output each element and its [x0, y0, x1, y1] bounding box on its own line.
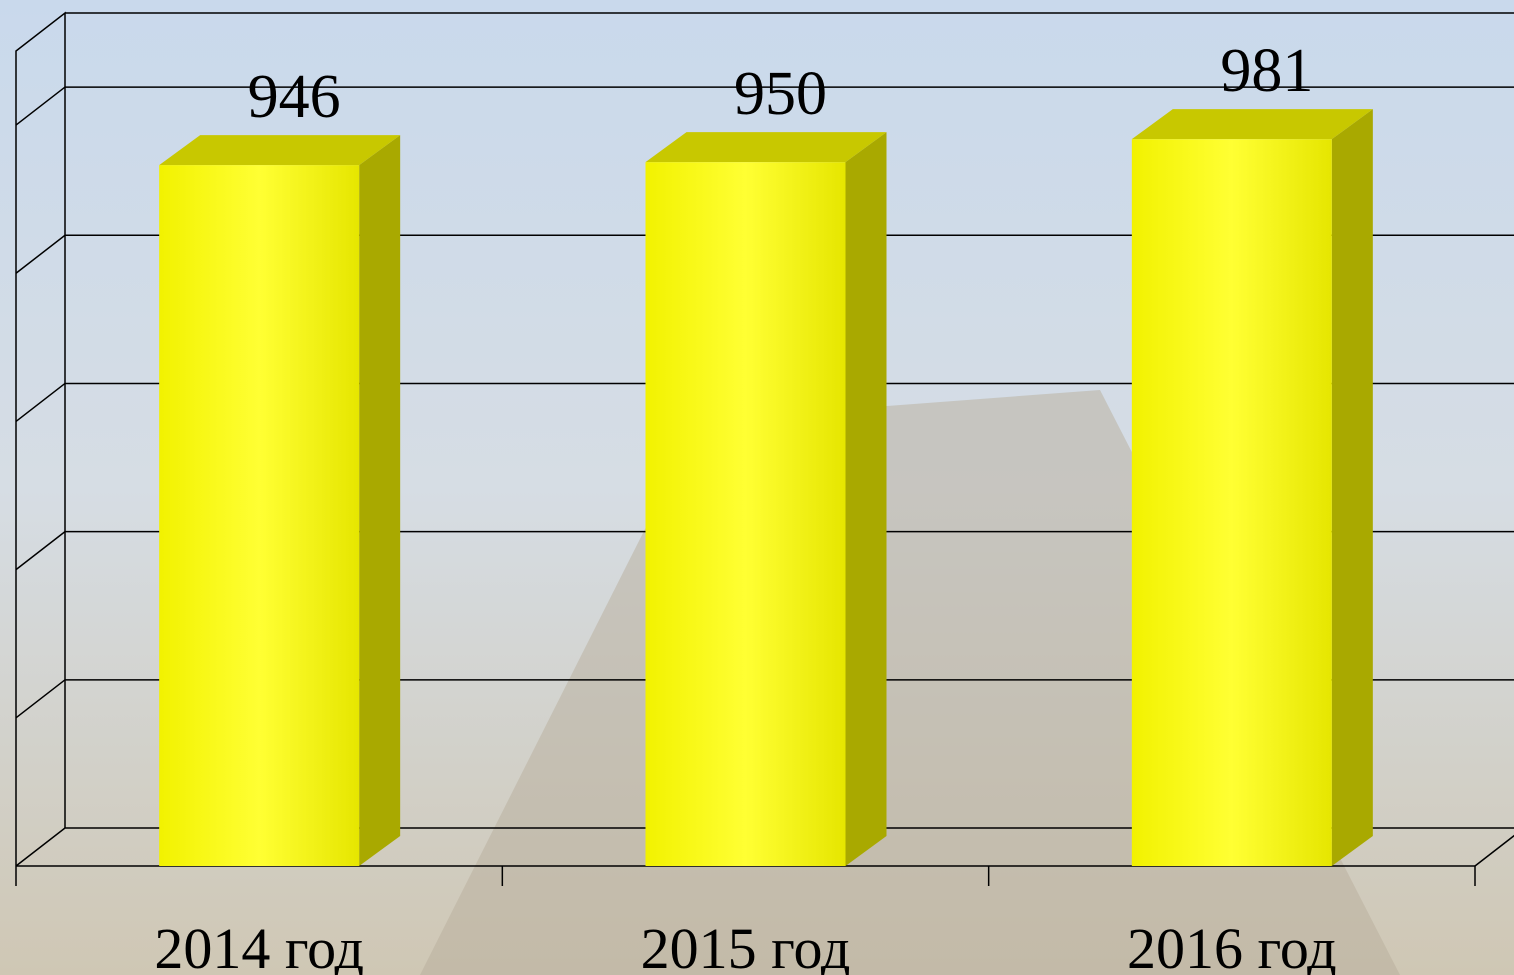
x-tick-label: 2016 год [1127, 916, 1337, 975]
floor-right [1474, 834, 1514, 867]
data-label: 946 [248, 63, 341, 131]
bar [159, 165, 360, 867]
data-label: 950 [734, 60, 827, 128]
grid-line [15, 679, 1514, 719]
grid-line [15, 530, 1514, 571]
grid-line [15, 86, 1514, 126]
bar [645, 162, 846, 867]
bar-top [159, 135, 401, 166]
bar-top [1131, 109, 1373, 140]
x-tick-label: 2015 год [641, 916, 851, 975]
grid-line [15, 827, 1514, 867]
x-tick-label: 2014 год [154, 916, 364, 975]
bar [1131, 139, 1332, 866]
bar-top [645, 132, 887, 163]
left-wall [15, 11, 66, 866]
grid-line [15, 382, 1514, 423]
data-label: 981 [1220, 37, 1313, 105]
bar-side [359, 135, 401, 867]
bar-side [845, 132, 887, 867]
grid-line [15, 234, 1514, 274]
bar-side [1331, 109, 1373, 866]
